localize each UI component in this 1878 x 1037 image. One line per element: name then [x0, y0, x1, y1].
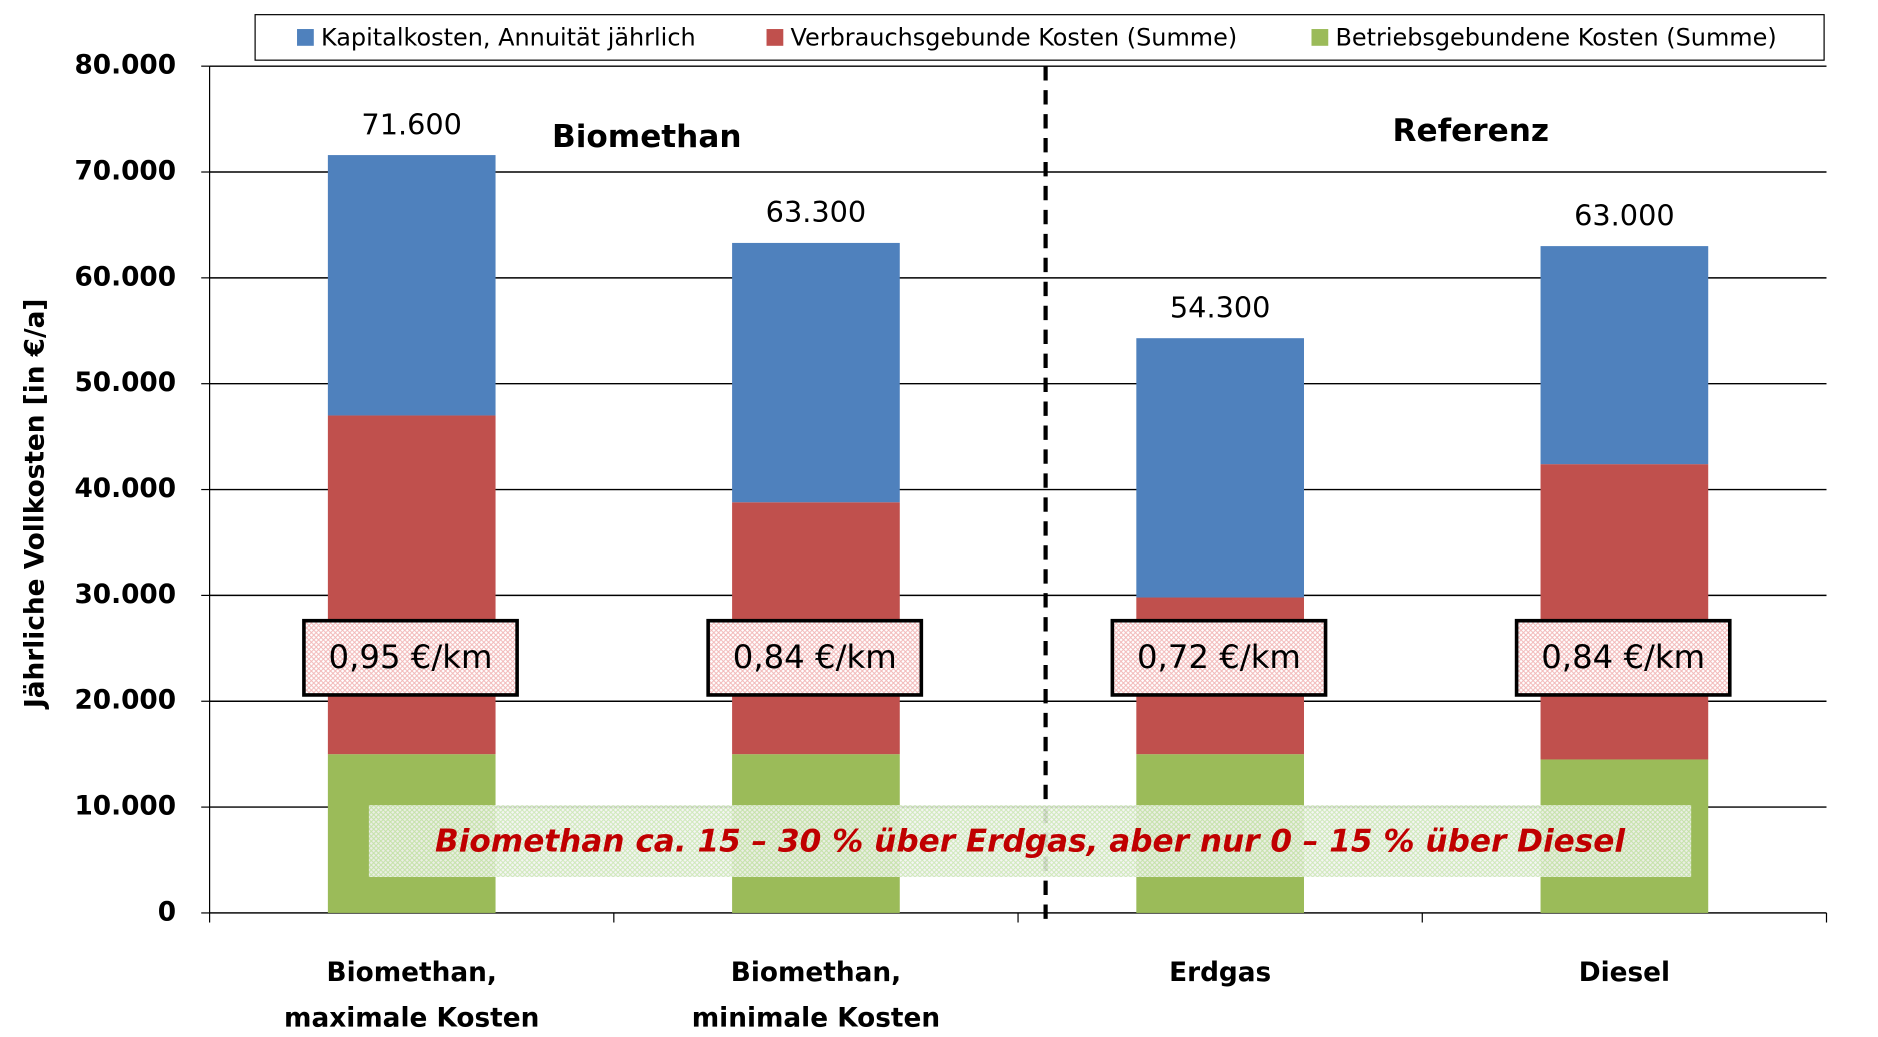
x-tick-label: Biomethan, maximale Kosten — [284, 957, 539, 1033]
y-tick-label: 80.000 — [74, 51, 176, 81]
x-tick-label-line: minimale Kosten — [692, 1003, 940, 1033]
x-tick-label: Diesel — [1579, 957, 1670, 987]
bar-segment — [1540, 246, 1709, 465]
cost-label: 0,95 €/km — [329, 638, 493, 676]
cost-box — [1514, 618, 1732, 697]
y-axis-label: Jährliche Vollkosten [in €/a] — [20, 299, 50, 710]
legend-label: Betriebsgebundene Kosten (Summe) — [1335, 24, 1776, 52]
annotation-box — [368, 805, 1692, 878]
bar-segment — [327, 155, 496, 416]
total-label: 63.000 — [1574, 198, 1675, 232]
legend-swatch — [1311, 29, 1329, 46]
bar-segment — [1136, 338, 1305, 598]
legend-swatch — [297, 29, 314, 46]
y-tick-label: 30.000 — [74, 580, 176, 610]
bar-segment — [1540, 464, 1709, 760]
x-tick-label-line: Biomethan, — [327, 957, 497, 987]
x-tick-label-line: maximale Kosten — [284, 1003, 539, 1033]
total-label: 54.300 — [1170, 290, 1271, 324]
y-tick-label: 50.000 — [74, 368, 176, 398]
y-tick-label: 40.000 — [74, 474, 176, 504]
legend-label: Kapitalkosten, Annuität jährlich — [321, 24, 696, 52]
x-tick-label-line: Diesel — [1579, 957, 1670, 987]
legend-label: Verbrauchsgebunde Kosten (Summe) — [790, 24, 1237, 52]
y-tick-label: 70.000 — [74, 157, 176, 187]
y-tick-label: 20.000 — [74, 686, 176, 716]
plot: 0 10.000 20.000 30.000 40.000 50.000 60.000 70.… — [74, 14, 1828, 1033]
bar-segment — [732, 242, 900, 503]
cost-label: 0,84 €/km — [1541, 638, 1705, 676]
x-tick-label: Biomethan, minimale Kosten — [692, 957, 940, 1033]
cost-box — [706, 618, 924, 697]
cost-label: 0,72 €/km — [1137, 638, 1301, 676]
y-tick-label: 10.000 — [74, 792, 176, 822]
x-tick-label-line: Erdgas — [1169, 957, 1271, 987]
y-tick-label: 60.000 — [74, 262, 176, 292]
cost-box — [1110, 618, 1328, 697]
total-label: 71.600 — [361, 107, 462, 141]
cost-label: 0,84 €/km — [733, 638, 897, 676]
x-tick-label: Erdgas — [1169, 957, 1271, 987]
total-label: 63.300 — [766, 195, 867, 229]
y-tick-label: 0 — [158, 897, 176, 927]
annotation: Biomethan ca. 15 – 30 % über Erdgas, abe… — [435, 823, 1626, 859]
group-label: Referenz — [1393, 113, 1549, 149]
cost-box — [302, 618, 519, 697]
group-label: Biomethan — [552, 119, 742, 155]
legend-box — [254, 14, 1825, 61]
legend-swatch — [766, 29, 784, 46]
x-tick-label-line: Biomethan, — [731, 957, 901, 987]
bar-segment — [327, 415, 496, 755]
